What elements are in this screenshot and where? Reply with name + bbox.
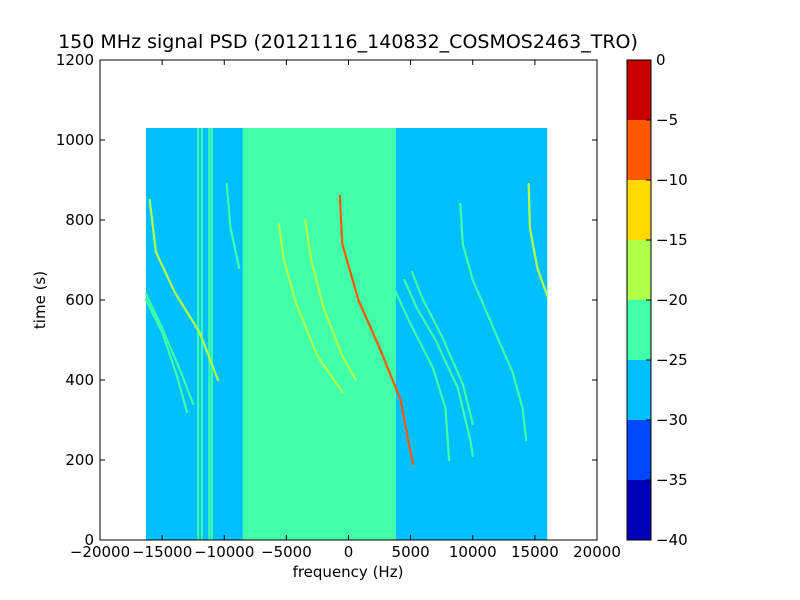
- colorbar-tick-label: −25: [656, 351, 688, 369]
- x-tick-label: 5000: [392, 543, 430, 561]
- chart-title: 150 MHz signal PSD (20121116_140832_COSM…: [58, 31, 638, 53]
- colorbar-tick-label: −30: [656, 411, 688, 429]
- colorbar-segment-2: [627, 360, 651, 420]
- plot-area: −20000 −15000 −10000 −5000 0 5000 10000 15000 20…: [56, 51, 621, 561]
- y-axis-label: time (s): [31, 271, 49, 329]
- x-axis: −20000 −15000 −10000 −5000 0 5000 10000 15000 20…: [70, 60, 621, 561]
- y-tick-label: 0: [84, 531, 94, 549]
- x-tick-label: −5000: [261, 543, 312, 561]
- colorbar-tick-label: −40: [656, 531, 688, 549]
- x-tick-label: 10000: [449, 543, 497, 561]
- colorbar-tick-label: −35: [656, 471, 688, 489]
- x-tick-label: 15000: [511, 543, 559, 561]
- y-tick-label: 400: [65, 371, 94, 389]
- colorbar-segment-3: [627, 300, 651, 360]
- colorbar-segment-5: [627, 180, 651, 240]
- colorbar-segment-0: [627, 480, 651, 540]
- signal-track-1: [303, 218, 358, 382]
- signal-track-8: [410, 270, 474, 426]
- signal-track-9: [459, 202, 528, 442]
- heatmap-band-2: [395, 128, 548, 540]
- y-tick-label: 200: [65, 451, 94, 469]
- x-tick-label: −20000: [70, 543, 130, 561]
- colorbar-segment-7: [627, 60, 651, 120]
- signal-track-0: [338, 194, 415, 466]
- x-tick-label: −15000: [132, 543, 192, 561]
- colorbar-segment-6: [627, 120, 651, 180]
- colorbar-tick-label: −5: [656, 111, 678, 129]
- colorbar-tick-label: −15: [656, 231, 688, 249]
- colorbar-tick-label: −20: [656, 291, 688, 309]
- signal-track-6: [387, 234, 451, 462]
- colorbar-tick-label: 0: [656, 51, 666, 69]
- signal-track-4: [144, 292, 195, 406]
- heatmap-layer: [145, 128, 548, 540]
- x-axis-label: frequency (Hz): [293, 563, 404, 581]
- signal-track-3: [148, 198, 220, 382]
- signal-track-5: [144, 298, 189, 414]
- heatmap-band-0: [145, 128, 243, 540]
- colorbar: −40 −35 −30 −25 −20 −15 −10 −5 0: [626, 51, 688, 549]
- x-tick-label: 20000: [573, 543, 621, 561]
- y-axis: 0 200 400 600 800 1000 1200: [56, 51, 597, 549]
- y-tick-label: 1000: [56, 131, 94, 149]
- y-tick-label: 1200: [56, 51, 94, 69]
- signal-track-7: [403, 278, 474, 458]
- colorbar-tick-label: −10: [656, 171, 688, 189]
- colorbar-segment-4: [627, 240, 651, 300]
- heatmap-band-1: [242, 128, 396, 540]
- signal-tracks: [144, 182, 549, 466]
- signal-track-11: [225, 182, 241, 270]
- y-tick-label: 600: [65, 291, 94, 309]
- x-tick-label: 0: [344, 543, 354, 561]
- signal-track-2: [277, 222, 344, 394]
- x-tick-label: −10000: [194, 543, 254, 561]
- y-tick-label: 800: [65, 211, 94, 229]
- signal-track-10: [527, 182, 549, 298]
- colorbar-segment-1: [627, 420, 651, 480]
